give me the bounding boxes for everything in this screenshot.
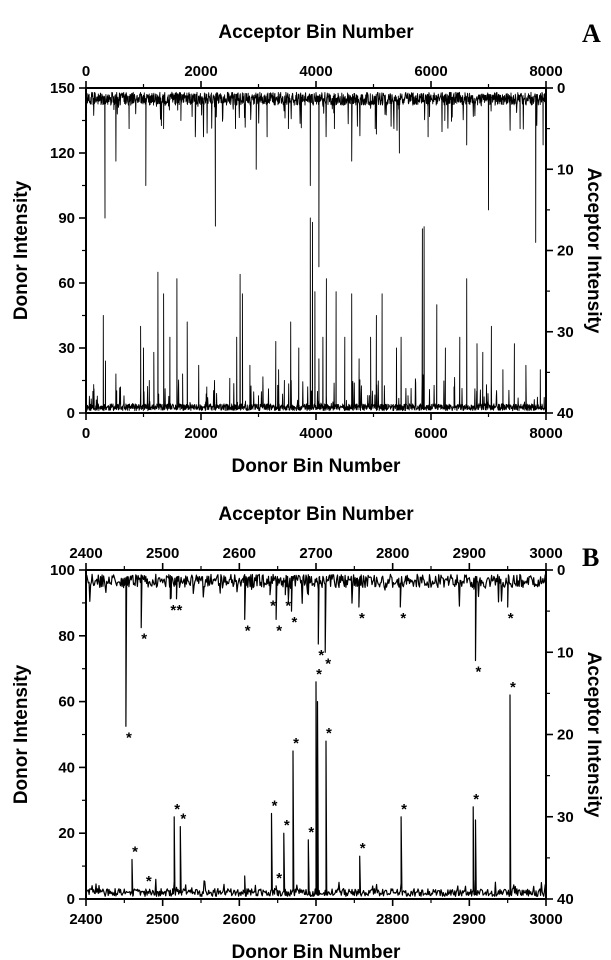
x-top-tick-label: 8000 xyxy=(529,63,562,80)
plot-area xyxy=(86,91,546,412)
x-tick-label: 2600 xyxy=(223,911,256,928)
y-tick-label: 30 xyxy=(58,340,75,357)
peak-marker-acceptor: * xyxy=(276,622,282,639)
y-tick-label: 40 xyxy=(58,759,75,776)
y-axis-title: Donor Intensity xyxy=(11,180,32,320)
peak-marker-acceptor: * xyxy=(508,610,514,627)
panel-label: A xyxy=(582,19,601,48)
x-tick-label: 4000 xyxy=(299,425,332,442)
peak-marker-donor: * xyxy=(132,844,138,861)
peak-marker-acceptor: * xyxy=(177,602,183,619)
peak-marker-acceptor: * xyxy=(245,622,251,639)
peak-marker-acceptor: * xyxy=(325,655,331,672)
y2-axis-title: Acceptor Intensity xyxy=(583,168,604,334)
x-tick-label: 0 xyxy=(82,425,90,442)
panel-A: 0020002000400040006000600080008000030609… xyxy=(11,19,604,477)
y2-tick-label: 10 xyxy=(557,644,574,661)
y-tick-label: 60 xyxy=(58,275,75,292)
peak-marker-acceptor: * xyxy=(318,647,324,664)
panel-label: B xyxy=(582,543,599,572)
y-tick-label: 120 xyxy=(50,145,75,162)
peak-marker-donor: * xyxy=(180,811,186,828)
y2-tick-label: 30 xyxy=(557,809,574,826)
peak-marker-donor: * xyxy=(473,791,479,808)
x-top-tick-label: 2000 xyxy=(184,63,217,80)
peak-marker-donor: * xyxy=(174,801,180,818)
x-top-tick-label: 3000 xyxy=(529,545,562,562)
x-top-tick-label: 2400 xyxy=(69,545,102,562)
top-x-axis-title: Acceptor Bin Number xyxy=(218,504,414,525)
y2-tick-label: 40 xyxy=(557,891,574,908)
y-axis-title: Donor Intensity xyxy=(11,664,32,804)
x-tick-label: 2400 xyxy=(69,911,102,928)
peak-marker-donor: * xyxy=(308,824,314,841)
x-top-tick-label: 2500 xyxy=(146,545,179,562)
peak-marker-donor: * xyxy=(276,870,282,887)
peak-marker-donor: * xyxy=(146,873,152,890)
y2-tick-label: 0 xyxy=(557,80,565,97)
x-top-tick-label: 2900 xyxy=(453,545,486,562)
y-tick-label: 60 xyxy=(58,694,75,711)
y2-axis-title: Acceptor Intensity xyxy=(583,652,604,818)
peak-marker-donor: * xyxy=(316,666,322,683)
x-top-tick-label: 4000 xyxy=(299,63,332,80)
x-tick-label: 2900 xyxy=(453,911,486,928)
y2-tick-label: 20 xyxy=(557,727,574,744)
trace-acceptor xyxy=(86,91,546,268)
x-top-tick-label: 6000 xyxy=(414,63,447,80)
panel-B: ****************** ******* ** ***2400240025… xyxy=(11,504,604,960)
peak-marker-acceptor: * xyxy=(476,663,482,680)
peak-marker-donor: * xyxy=(401,801,407,818)
trace-donor xyxy=(86,217,546,412)
peak-marker-donor: * xyxy=(510,679,516,696)
x-tick-label: 2800 xyxy=(376,911,409,928)
peak-marker-acceptor: * xyxy=(359,610,365,627)
x-top-tick-label: 2700 xyxy=(299,545,332,562)
x-tick-label: 6000 xyxy=(414,425,447,442)
peak-marker-acceptor: * xyxy=(270,598,276,615)
peak-marker-donor: * xyxy=(284,817,290,834)
y-tick-label: 20 xyxy=(58,825,75,842)
x-axis-title: Donor Bin Number xyxy=(232,456,401,477)
x-top-tick-label: 0 xyxy=(82,63,90,80)
peak-marker-donor: * xyxy=(326,725,332,742)
peak-marker-donor: * xyxy=(272,797,278,814)
x-tick-label: 2500 xyxy=(146,911,179,928)
y2-tick-label: 0 xyxy=(557,562,565,579)
top-x-axis-title: Acceptor Bin Number xyxy=(218,22,414,43)
x-top-tick-label: 2800 xyxy=(376,545,409,562)
y-tick-label: 150 xyxy=(50,80,75,97)
x-top-tick-label: 2600 xyxy=(223,545,256,562)
plot-area xyxy=(86,573,546,897)
trace-donor xyxy=(86,681,546,897)
y-tick-label: 0 xyxy=(67,891,75,908)
y2-tick-label: 40 xyxy=(557,405,574,422)
x-tick-label: 8000 xyxy=(529,425,562,442)
x-tick-label: 2000 xyxy=(184,425,217,442)
y2-tick-label: 20 xyxy=(557,243,574,260)
x-tick-label: 3000 xyxy=(529,911,562,928)
peak-marker-acceptor: * xyxy=(170,602,176,619)
peak-marker-donor: * xyxy=(293,735,299,752)
y-tick-label: 80 xyxy=(58,628,75,645)
peak-marker-acceptor: * xyxy=(126,729,132,746)
y-tick-label: 100 xyxy=(50,562,75,579)
y2-tick-label: 30 xyxy=(557,324,574,341)
peak-marker-donor: * xyxy=(360,840,366,857)
y-tick-label: 90 xyxy=(58,210,75,227)
x-axis-title: Donor Bin Number xyxy=(232,942,401,960)
peak-marker-acceptor: * xyxy=(400,610,406,627)
trace-acceptor xyxy=(86,573,546,727)
peak-marker-acceptor: * xyxy=(285,598,291,615)
x-tick-label: 2700 xyxy=(299,911,332,928)
peak-marker-acceptor: * xyxy=(292,614,298,631)
peak-marker-acceptor: * xyxy=(141,631,147,648)
y2-tick-label: 10 xyxy=(557,161,574,178)
y-tick-label: 0 xyxy=(67,405,75,422)
